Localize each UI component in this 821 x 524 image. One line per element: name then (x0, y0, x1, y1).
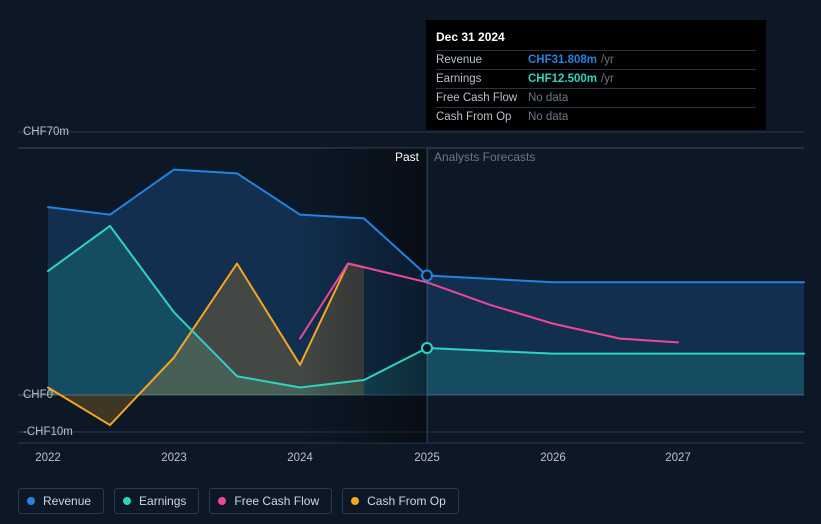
legend-label: Cash From Op (367, 494, 446, 508)
x-axis-label: 2027 (665, 452, 691, 464)
legend-item-cfo[interactable]: Cash From Op (342, 488, 459, 514)
tooltip-label: Earnings (436, 73, 528, 85)
legend-label: Free Cash Flow (234, 494, 319, 508)
tooltip-date: Dec 31 2024 (436, 28, 756, 51)
tooltip-row: EarningsCHF12.500m/yr (436, 70, 756, 89)
tooltip-value: CHF31.808m (528, 54, 597, 66)
y-axis-label: CHF70m (23, 126, 69, 138)
tooltip-label: Cash From Op (436, 111, 528, 123)
legend-item-earnings[interactable]: Earnings (114, 488, 199, 514)
x-axis-label: 2025 (414, 452, 440, 464)
y-axis-label: -CHF10m (23, 426, 73, 438)
legend-dot-icon (351, 497, 359, 505)
section-label-past: Past (395, 150, 419, 164)
legend-item-revenue[interactable]: Revenue (18, 488, 104, 514)
legend-item-fcf[interactable]: Free Cash Flow (209, 488, 332, 514)
tooltip-value: CHF12.500m (528, 73, 597, 85)
legend-dot-icon (27, 497, 35, 505)
legend-dot-icon (218, 497, 226, 505)
x-axis-label: 2023 (161, 452, 187, 464)
tooltip-nodata: No data (528, 92, 568, 104)
tooltip-nodata: No data (528, 111, 568, 123)
tooltip-rows: RevenueCHF31.808m/yrEarningsCHF12.500m/y… (436, 51, 756, 126)
tooltip-row: RevenueCHF31.808m/yr (436, 51, 756, 70)
tooltip-label: Revenue (436, 54, 528, 66)
chart-tooltip: Dec 31 2024 RevenueCHF31.808m/yrEarnings… (426, 20, 766, 130)
tooltip-row: Free Cash FlowNo data (436, 89, 756, 108)
tooltip-unit: /yr (601, 54, 614, 66)
x-axis-label: 2022 (35, 452, 61, 464)
tooltip-unit: /yr (601, 73, 614, 85)
tooltip-label: Free Cash Flow (436, 92, 528, 104)
x-axis-label: 2024 (287, 452, 313, 464)
chart-legend: Revenue Earnings Free Cash Flow Cash From O… (18, 488, 459, 514)
financials-chart: Past Analysts Forecasts Dec 31 2024 Reve… (0, 0, 821, 524)
y-axis-label: CHF0 (23, 389, 53, 401)
x-axis-label: 2026 (540, 452, 566, 464)
tooltip-row: Cash From OpNo data (436, 108, 756, 126)
legend-label: Earnings (139, 494, 186, 508)
section-label-forecast: Analysts Forecasts (434, 150, 535, 164)
legend-label: Revenue (43, 494, 91, 508)
legend-dot-icon (123, 497, 131, 505)
